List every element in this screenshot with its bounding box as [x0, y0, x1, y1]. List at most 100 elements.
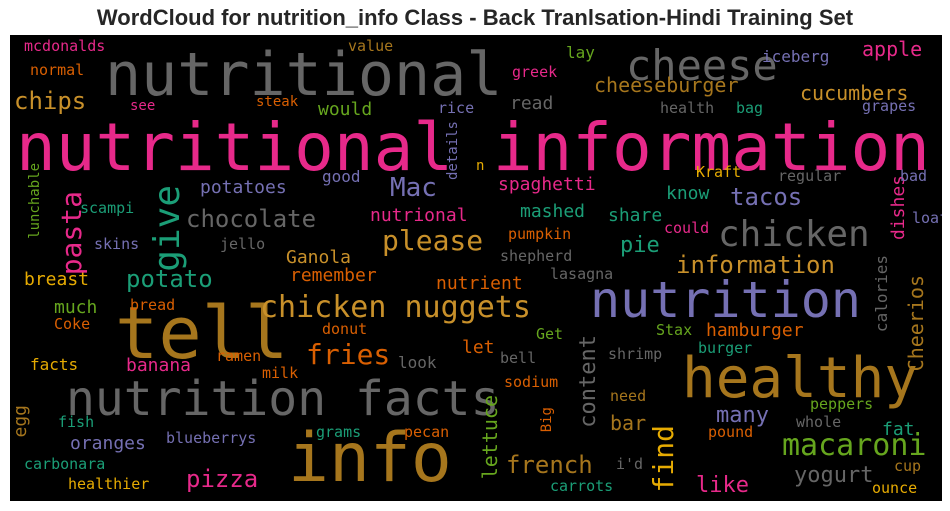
word-remember: remember: [290, 265, 377, 286]
word-lay: lay: [566, 43, 595, 62]
word-spaghetti: spaghetti: [498, 174, 596, 195]
word-id: i'd: [616, 455, 644, 473]
word-cheese: cheese: [626, 41, 778, 90]
word-nutritional-information: nutritional information: [16, 109, 930, 186]
word-pound: pound: [708, 423, 754, 441]
word-find: find: [647, 425, 680, 493]
word-information: information: [676, 251, 835, 279]
word-ounce: ounce: [872, 479, 918, 497]
word-oranges: oranges: [70, 433, 146, 454]
word-burger: burger: [698, 339, 753, 357]
word-greek: greek: [512, 63, 558, 81]
word-lasagna: lasagna: [550, 265, 614, 283]
word-shrimp: shrimp: [608, 345, 663, 363]
word-apple: apple: [862, 37, 923, 61]
word-iceberg: iceberg: [762, 47, 830, 66]
word-pizza: pizza: [186, 465, 259, 493]
word-look: look: [398, 353, 437, 372]
word-chocolate: chocolate: [186, 205, 317, 233]
word-macaroni: macaroni: [782, 428, 927, 463]
word-details: details: [445, 121, 461, 181]
word-fish: fish: [58, 413, 95, 431]
word-info: info: [288, 419, 452, 498]
word-steak: steak: [256, 94, 299, 110]
word-chicken: chicken: [718, 214, 870, 255]
word-potato: potato: [126, 265, 213, 293]
word-banana: banana: [126, 355, 192, 376]
word-could: could: [664, 219, 710, 237]
word-give: give: [147, 185, 188, 272]
word-much: much: [54, 297, 98, 318]
word-shepherd: shepherd: [500, 247, 573, 265]
word-many: many: [716, 403, 769, 428]
word-health: health: [660, 99, 715, 117]
word-get: Get: [536, 325, 564, 343]
word-egg: egg: [10, 405, 31, 438]
word-pecan: pecan: [404, 423, 450, 441]
word-calories: calories: [872, 255, 891, 333]
word-need: need: [610, 387, 647, 405]
word-milk: milk: [262, 364, 299, 382]
word-carbonara: carbonara: [24, 455, 106, 473]
word-see: see: [130, 98, 156, 114]
word-grapes: grapes: [862, 97, 917, 115]
word-jello: jello: [220, 235, 266, 253]
word-cheeseburger: cheeseburger: [594, 73, 739, 97]
word-value: value: [348, 37, 394, 55]
word-mcdonalds: mcdonalds: [24, 37, 106, 55]
word-cheerios: Cheerios: [904, 275, 928, 372]
word-cloud: nutritional information nutritional tell…: [10, 35, 942, 501]
word-french: french: [506, 451, 593, 479]
word-sodium: sodium: [504, 373, 559, 391]
word-pie: pie: [620, 233, 660, 258]
word-loaf: loaf: [912, 209, 942, 227]
word-peppers: peppers: [810, 395, 874, 413]
word-nutrional: nutrional: [370, 205, 468, 226]
word-ramen: ramen: [216, 347, 262, 365]
word-good: good: [322, 167, 361, 186]
word-nutrient: nutrient: [436, 273, 523, 294]
word-fat: fat: [882, 419, 915, 440]
word-nutritional: nutritional: [105, 40, 503, 110]
word-would: would: [318, 99, 373, 120]
word-coke: Coke: [54, 315, 91, 333]
word-facts: facts: [30, 355, 79, 374]
word-fries: fries: [306, 338, 391, 371]
word-read: read: [510, 93, 554, 114]
word-mac: Mac: [390, 173, 437, 203]
word-breast: breast: [24, 269, 90, 290]
word-chips: chips: [14, 87, 87, 115]
word-pumpkin: pumpkin: [508, 225, 572, 243]
word-bell: bell: [500, 349, 537, 367]
word-healthier: healthier: [68, 475, 150, 493]
chart-title: WordCloud for nutrition_info Class - Bac…: [96, 5, 854, 30]
word-yogurt: yogurt: [794, 463, 874, 488]
word-share: share: [608, 205, 663, 226]
word-content: content: [576, 335, 601, 428]
word-regular: regular: [778, 167, 842, 185]
word-cup: cup: [894, 457, 922, 475]
word-mashed: mashed: [520, 201, 586, 222]
word-normal: normal: [30, 61, 85, 79]
word-skins: skins: [94, 235, 140, 253]
word-bread: bread: [130, 296, 176, 314]
word-bar: bar: [610, 411, 647, 435]
word-scampi: scampi: [80, 199, 135, 217]
word-potatoes: potatoes: [200, 177, 287, 198]
word-let: let: [462, 337, 495, 358]
word-carrots: carrots: [550, 477, 614, 495]
word-healthy: healthy: [682, 346, 919, 411]
word-know: know: [666, 183, 710, 204]
word-tell: tell: [115, 291, 289, 375]
word-n: n: [476, 158, 485, 174]
word-nutrition-facts: nutrition facts: [66, 371, 500, 427]
word-cucumbers: cucumbers: [800, 81, 909, 105]
word-kraft: Kraft: [696, 163, 742, 181]
word-blueberrys: blueberrys: [166, 429, 257, 447]
word-chicken-nuggets: chicken nuggets: [260, 290, 531, 325]
word-whole: whole: [796, 413, 842, 431]
word-hamburger: hamburger: [706, 320, 804, 341]
word-tacos: tacos: [730, 183, 803, 211]
word-stax: Stax: [656, 321, 693, 339]
word-nutrition: nutrition: [590, 271, 861, 329]
